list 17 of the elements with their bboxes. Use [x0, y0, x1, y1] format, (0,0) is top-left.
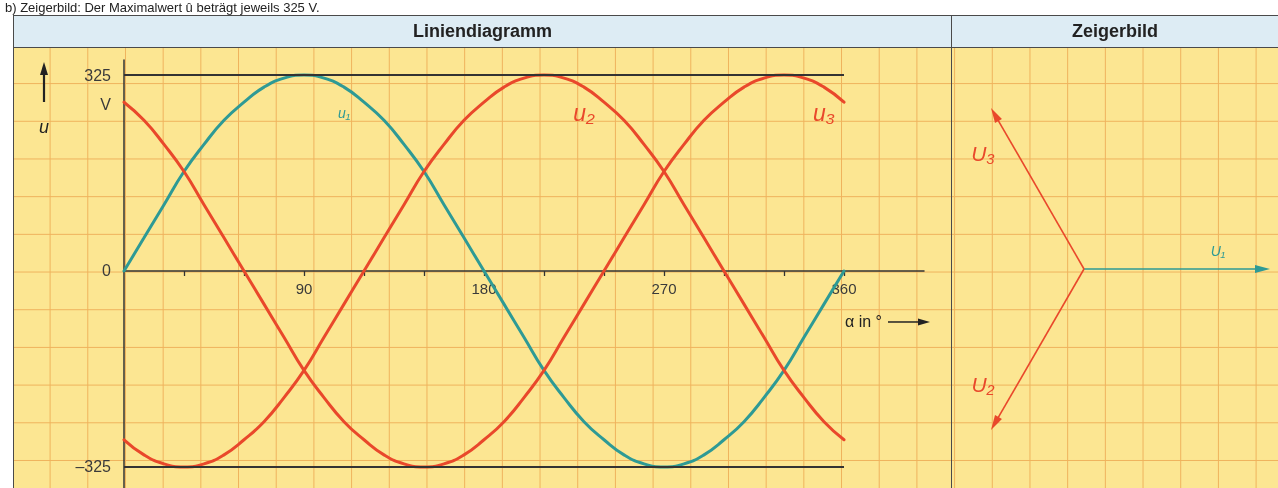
x-axis-title: α in ° [845, 313, 882, 331]
text: U₂ [971, 373, 995, 397]
y-tick-label: 325 [84, 66, 112, 84]
chart-title: Liniendiagramm [14, 16, 951, 48]
y-axis-title: u [38, 117, 50, 137]
y-tick-label: 0 [102, 262, 112, 280]
text: Zeigerbild [952, 16, 1278, 48]
y-tick-label: –325 [75, 458, 112, 476]
series-label: u₂ [573, 100, 596, 127]
series-label: u₁ [337, 105, 351, 122]
x-tick-label: 270 [651, 279, 677, 297]
x-tick-label: 90 [295, 279, 313, 297]
text: V [100, 95, 112, 113]
text: U₃ [971, 141, 995, 165]
series-label: u₃ [813, 100, 835, 127]
text: b) Zeigerbild: Der Maximalwert û beträgt jeweils 325 V. [5, 0, 320, 15]
text: U₁ [1210, 243, 1226, 259]
